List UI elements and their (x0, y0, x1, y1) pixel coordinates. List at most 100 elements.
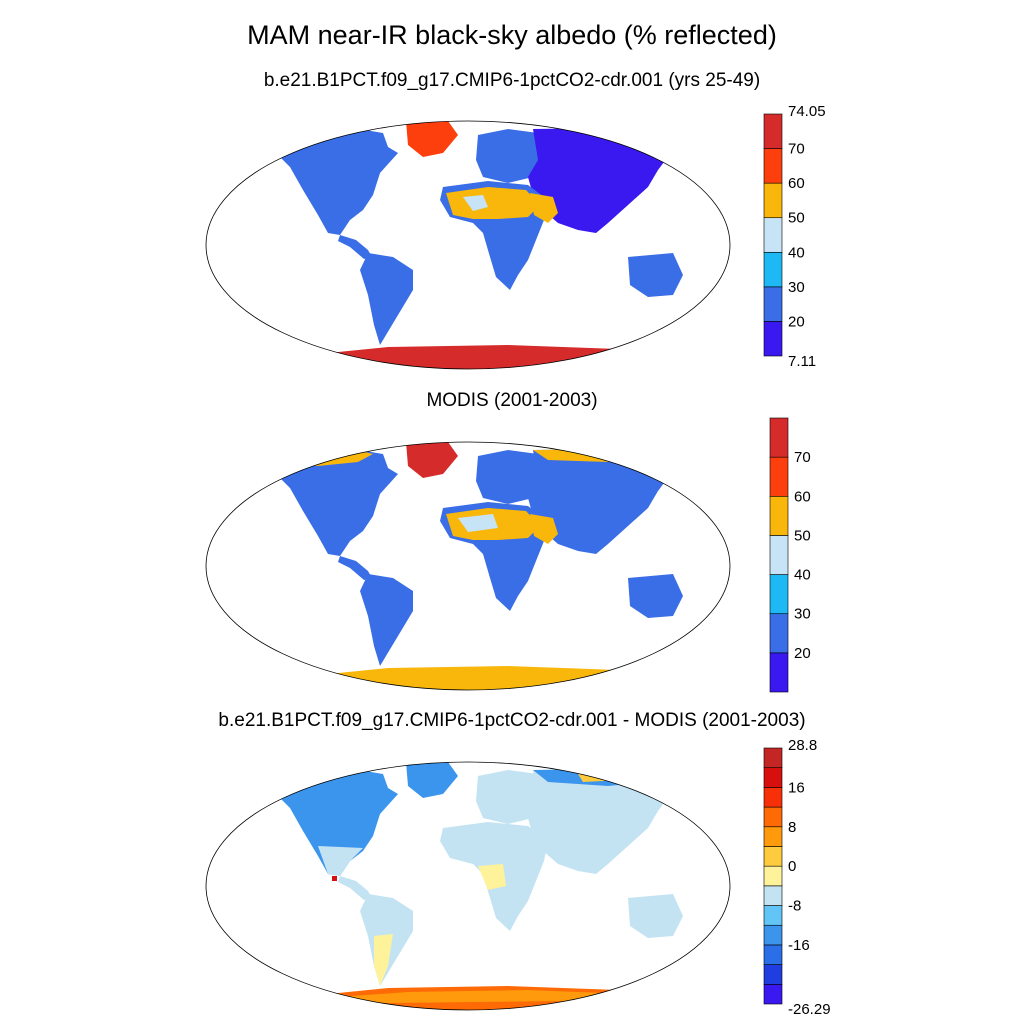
land-layer-1 (268, 121, 683, 369)
colorbar-3-box (763, 747, 783, 768)
colorbar-1-label: 40 (788, 244, 805, 261)
map-outline-1 (205, 120, 731, 370)
colorbar-3-box (763, 826, 783, 847)
colorbar-2-box (769, 456, 789, 497)
greenland (406, 762, 458, 798)
colorbar-2-box (769, 535, 789, 575)
colorbar-1-box (763, 251, 783, 288)
greenland (406, 121, 458, 157)
south-america-warm (374, 934, 393, 986)
colorbar-2-box (769, 417, 789, 458)
colorbar-3-box (763, 924, 783, 946)
colorbar-3-box (763, 964, 783, 985)
colorbar-2-label: 50 (794, 527, 811, 544)
colorbar-3-box (763, 767, 783, 788)
colorbar-1-box (763, 113, 783, 149)
sahara-light-patch (458, 514, 498, 532)
europe (476, 770, 543, 824)
colorbar-3-label: 28.8 (788, 737, 817, 754)
north-america (273, 127, 398, 235)
colorbar-2-box (769, 574, 789, 615)
africa-warm-patch (478, 864, 506, 890)
south-america (360, 574, 413, 666)
colorbar-2: 20 30 40 50 60 70 (769, 417, 811, 693)
australia (628, 894, 683, 938)
arabia (530, 193, 558, 223)
colorbar-3-label: 0 (788, 858, 796, 875)
asia-warm-band (578, 772, 628, 782)
colorbar-1-box (763, 321, 783, 357)
colorbar-2-box (769, 613, 789, 654)
australia (628, 574, 683, 618)
colorbars: 7.1120304050607074.05203040506070-26.29-… (763, 103, 831, 1018)
colorbar-2-label: 40 (794, 567, 811, 584)
colorbar-1-label: 60 (788, 175, 805, 192)
colorbar-1-box (763, 286, 783, 322)
colorbar-3-box (763, 944, 783, 965)
map-panel-3 (205, 761, 731, 1011)
colorbar-1-label: 20 (788, 313, 805, 330)
land-layer-2 (268, 442, 683, 690)
colorbar-3-box (763, 846, 783, 867)
anomaly-pixel (332, 876, 337, 881)
figure-title: MAM near-IR black-sky albedo (% reflecte… (247, 20, 777, 50)
colorbar-2-label: 20 (794, 645, 811, 662)
sahara-light-patch (463, 195, 488, 211)
colorbar-3-box (763, 885, 783, 906)
map-outline-2 (205, 441, 731, 691)
colorbar-3-label: 8 (788, 819, 796, 836)
colorbar-3: -26.29 -16 -8 0 8 16 28.8 (763, 737, 831, 1018)
colorbar-3-label: -16 (788, 937, 810, 954)
antarctica (268, 666, 678, 690)
asia (528, 448, 673, 554)
colorbar-3-box (763, 806, 783, 828)
colorbar-1-box (763, 148, 783, 184)
greenland (406, 442, 458, 478)
colorbar-3-box (763, 787, 783, 808)
asia (528, 768, 673, 874)
central-america (338, 556, 372, 580)
colorbar-2-label: 70 (794, 449, 811, 466)
colorbar-3-label: -26.29 (788, 1001, 831, 1018)
siberia-arctic (533, 448, 668, 462)
australia (628, 253, 683, 297)
north-america-south (318, 846, 363, 876)
colorbar-2-box (769, 652, 789, 693)
colorbar-2-label: 30 (794, 606, 811, 623)
map-panel-1 (205, 120, 731, 370)
panel-2-title: MODIS (2001-2003) (426, 390, 598, 411)
antarctica-coast (298, 990, 653, 1004)
arabia (530, 514, 558, 544)
north-america (273, 768, 398, 876)
europe (476, 129, 543, 183)
colorbar-1-label: 7.11 (788, 353, 816, 370)
central-america (338, 876, 372, 900)
colorbar-3-label: 16 (788, 779, 805, 796)
colorbar-2-box (769, 495, 789, 536)
colorbar-1-label: 50 (788, 210, 805, 227)
colorbar-3-box (763, 984, 783, 1005)
colorbar-3-label: -8 (788, 898, 801, 915)
colorbar-1-box (763, 217, 783, 253)
asia (528, 127, 673, 233)
colorbar-1-label: 30 (788, 279, 805, 296)
panel-1-title: b.e21.B1PCT.f09_g17.CMIP6-1pctCO2-cdr.00… (263, 70, 761, 91)
antarctica (268, 345, 678, 369)
panel-3-title: b.e21.B1PCT.f09_g17.CMIP6-1pctCO2-cdr.00… (218, 710, 806, 731)
europe (476, 450, 543, 504)
colorbar-1: 7.11 20 30 40 50 60 70 74.05 (763, 103, 826, 370)
colorbar-2-label: 60 (794, 488, 811, 505)
map-outline-3 (205, 761, 731, 1011)
land-layer-3 (268, 762, 683, 1010)
sahara-desert (446, 187, 540, 219)
central-america (338, 235, 372, 259)
colorbar-3-box (763, 905, 783, 926)
colorbar-1-label: 74.05 (788, 103, 826, 120)
colorbar-1-label: 70 (788, 141, 805, 158)
south-america (360, 253, 413, 345)
colorbar-1-box (763, 182, 783, 219)
colorbar-3-box (763, 865, 783, 887)
map-panel-2 (205, 441, 731, 691)
north-america (273, 448, 398, 556)
